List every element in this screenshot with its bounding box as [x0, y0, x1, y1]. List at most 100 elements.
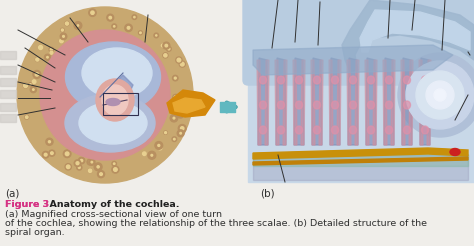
- Ellipse shape: [349, 126, 356, 134]
- Ellipse shape: [331, 126, 338, 134]
- Circle shape: [178, 124, 186, 132]
- Circle shape: [173, 75, 178, 81]
- Ellipse shape: [385, 126, 392, 134]
- Polygon shape: [173, 98, 205, 113]
- Polygon shape: [384, 58, 394, 145]
- Ellipse shape: [82, 48, 152, 98]
- Circle shape: [163, 53, 168, 58]
- Circle shape: [154, 33, 159, 38]
- Circle shape: [181, 97, 182, 99]
- Ellipse shape: [277, 76, 284, 84]
- Circle shape: [174, 96, 177, 99]
- Circle shape: [61, 28, 64, 32]
- Circle shape: [426, 81, 454, 109]
- Polygon shape: [275, 60, 279, 145]
- Circle shape: [148, 151, 156, 159]
- Circle shape: [181, 62, 184, 66]
- Polygon shape: [342, 0, 474, 72]
- Polygon shape: [402, 58, 412, 145]
- Polygon shape: [319, 60, 323, 145]
- Text: Figure 3: Figure 3: [5, 200, 49, 209]
- Polygon shape: [329, 60, 333, 145]
- Ellipse shape: [421, 76, 428, 84]
- Polygon shape: [301, 60, 305, 145]
- Bar: [0, 90, 16, 98]
- Circle shape: [63, 35, 64, 37]
- Ellipse shape: [403, 101, 410, 109]
- Circle shape: [78, 167, 80, 169]
- Circle shape: [38, 46, 43, 49]
- Circle shape: [88, 169, 92, 173]
- Circle shape: [127, 27, 130, 29]
- Circle shape: [114, 168, 117, 171]
- Polygon shape: [312, 58, 322, 145]
- Circle shape: [91, 161, 92, 163]
- Circle shape: [45, 54, 51, 60]
- Bar: [0, 114, 16, 122]
- Circle shape: [164, 54, 167, 57]
- Polygon shape: [257, 60, 261, 145]
- Circle shape: [25, 115, 29, 119]
- Circle shape: [65, 21, 69, 26]
- Circle shape: [158, 146, 162, 150]
- Circle shape: [64, 150, 71, 158]
- Circle shape: [151, 154, 153, 156]
- Bar: [0, 66, 16, 74]
- Polygon shape: [360, 10, 470, 52]
- Circle shape: [155, 35, 157, 36]
- Circle shape: [36, 58, 39, 62]
- Circle shape: [50, 48, 52, 51]
- Circle shape: [180, 133, 182, 134]
- Circle shape: [60, 39, 63, 43]
- Circle shape: [161, 44, 164, 47]
- Circle shape: [177, 58, 181, 62]
- Ellipse shape: [313, 101, 320, 109]
- Circle shape: [74, 160, 81, 167]
- Circle shape: [398, 53, 474, 137]
- FancyBboxPatch shape: [243, 0, 474, 85]
- Ellipse shape: [403, 76, 410, 84]
- Circle shape: [26, 116, 28, 118]
- Circle shape: [87, 159, 93, 165]
- Polygon shape: [311, 60, 315, 145]
- Text: (b): (b): [260, 188, 274, 198]
- Circle shape: [185, 96, 188, 99]
- Circle shape: [97, 166, 99, 168]
- Circle shape: [112, 24, 117, 29]
- Circle shape: [183, 94, 190, 101]
- Circle shape: [143, 152, 146, 155]
- Text: spiral organ.: spiral organ.: [5, 228, 64, 237]
- Circle shape: [42, 151, 49, 158]
- Ellipse shape: [403, 126, 410, 134]
- Circle shape: [65, 152, 69, 156]
- Circle shape: [78, 157, 85, 164]
- Polygon shape: [253, 157, 468, 165]
- Circle shape: [50, 51, 53, 54]
- Ellipse shape: [313, 126, 320, 134]
- Circle shape: [166, 46, 171, 51]
- Circle shape: [47, 57, 48, 58]
- Circle shape: [30, 86, 36, 93]
- Ellipse shape: [349, 76, 356, 84]
- Circle shape: [51, 152, 53, 154]
- Polygon shape: [265, 60, 269, 145]
- Circle shape: [181, 127, 184, 130]
- Circle shape: [50, 51, 53, 55]
- Circle shape: [164, 131, 167, 134]
- Circle shape: [39, 46, 42, 49]
- Text: Anatomy of the cochlea.: Anatomy of the cochlea.: [43, 200, 180, 209]
- Circle shape: [107, 14, 114, 21]
- Circle shape: [65, 164, 71, 170]
- Bar: [253, 155, 468, 180]
- Ellipse shape: [367, 76, 374, 84]
- Bar: [103, 93, 138, 115]
- Polygon shape: [348, 58, 358, 145]
- Circle shape: [176, 57, 182, 63]
- Circle shape: [114, 26, 115, 27]
- Circle shape: [434, 89, 446, 101]
- Text: (a) Magnified cross-sectional view of one turn: (a) Magnified cross-sectional view of on…: [5, 210, 222, 219]
- Circle shape: [36, 58, 39, 61]
- Polygon shape: [401, 60, 405, 145]
- Ellipse shape: [65, 94, 155, 152]
- Circle shape: [76, 162, 79, 165]
